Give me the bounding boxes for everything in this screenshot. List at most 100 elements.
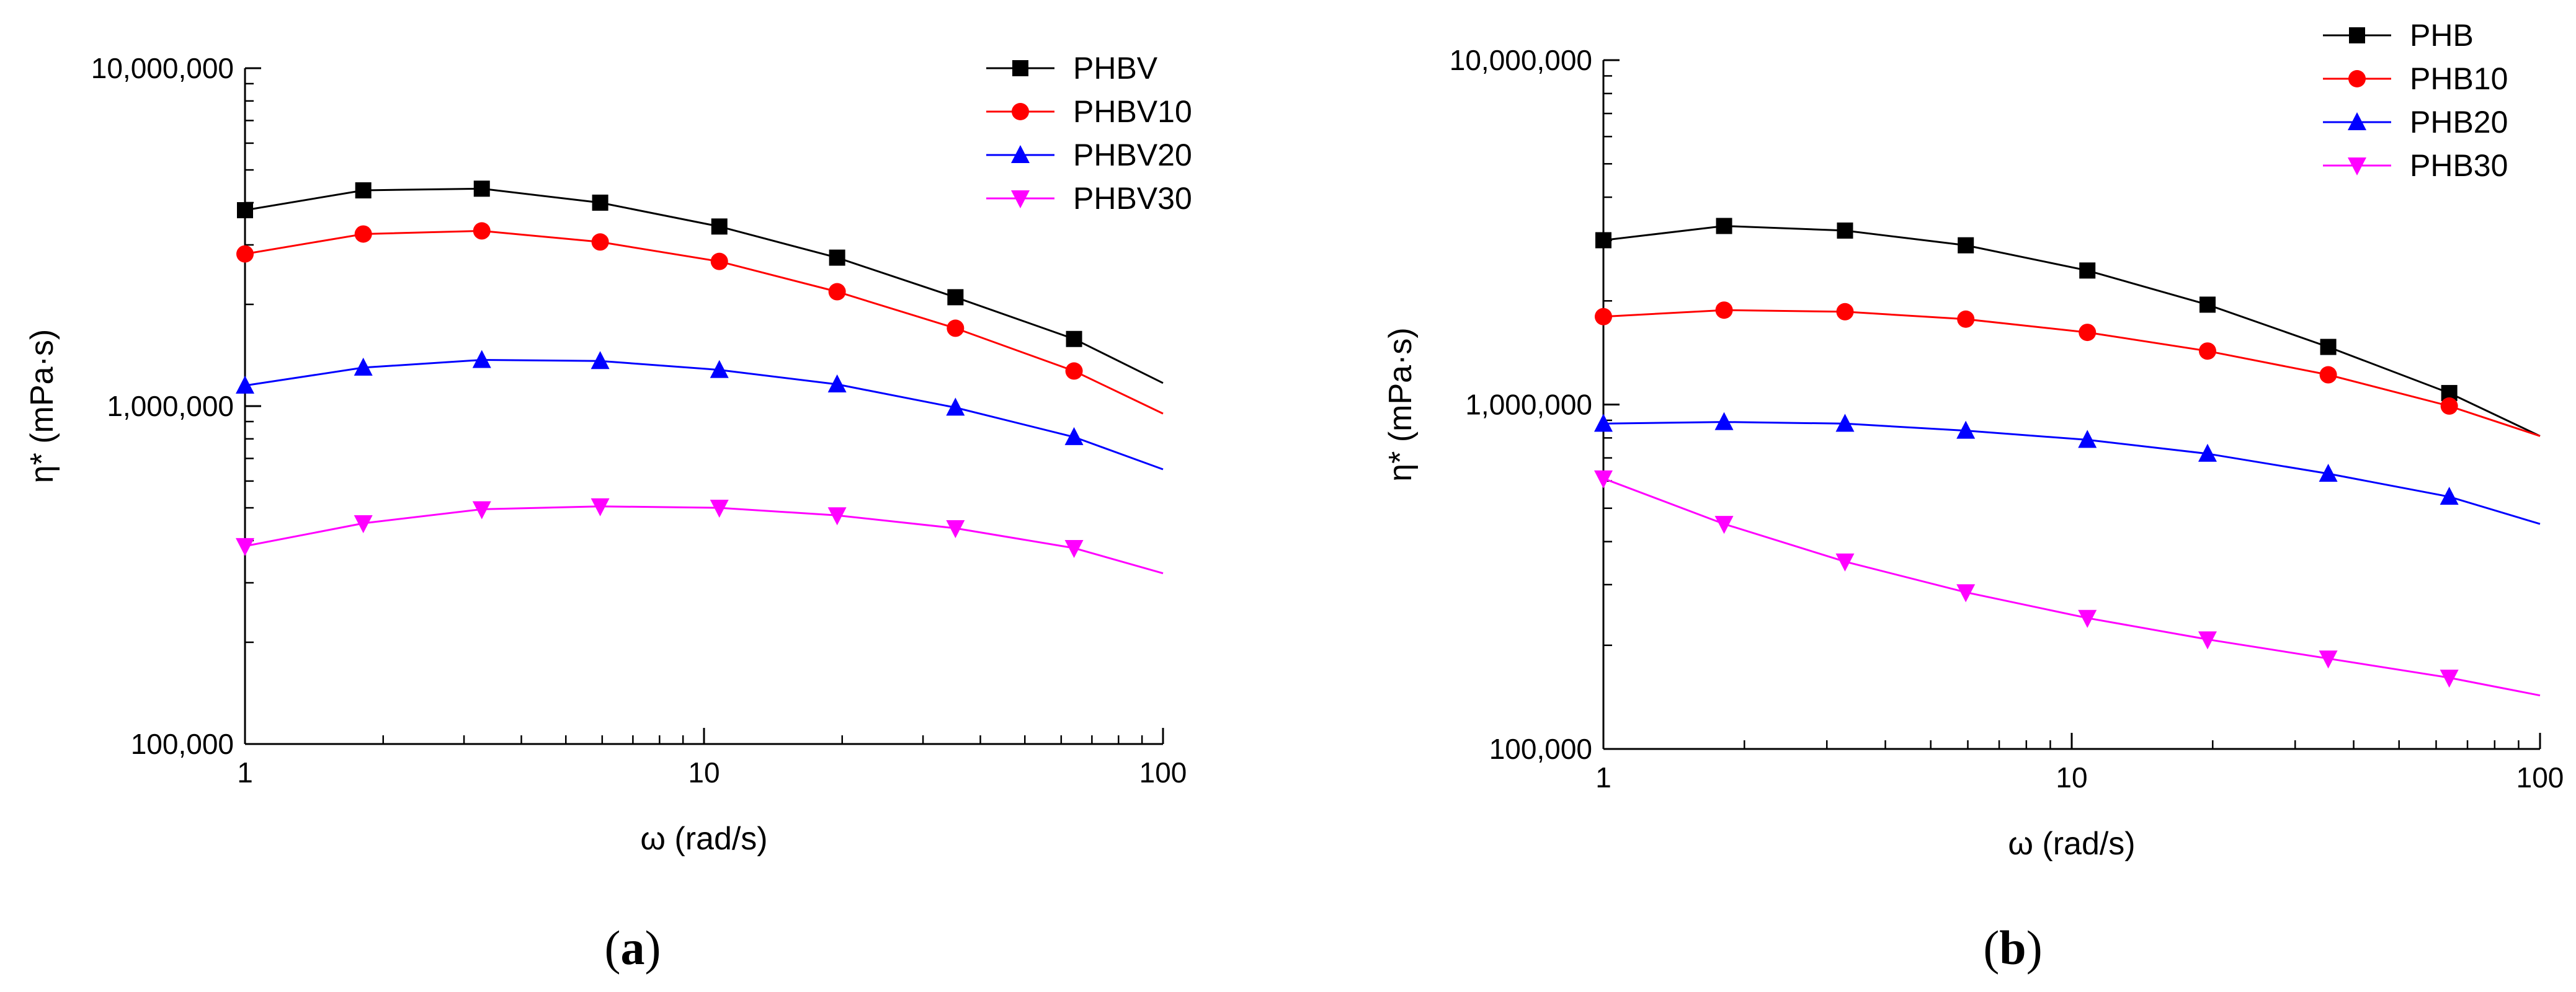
data-point-phbv10 [947,319,965,337]
series-phbv10 [236,222,1164,415]
data-point-phb30 [1714,516,1734,534]
legend-marker-phbv20 [1011,145,1030,163]
data-point-phb [1837,222,1853,239]
data-point-phbv20 [236,375,254,394]
data-point-phbv10 [710,252,728,270]
data-point-phb30 [1594,470,1613,489]
data-point-phb10 [1715,301,1733,319]
data-point-phbv30 [236,538,254,556]
data-point-phb10 [2440,397,2458,415]
data-point-phb20 [2078,430,2097,448]
legend-marker-phb [2349,27,2365,43]
data-point-phb30 [1835,553,1855,572]
data-point-phb [1595,232,1611,249]
y-axis-title: η* (mPa·s) [1383,327,1419,481]
data-point-phbv30 [710,500,729,518]
data-point-phb10 [1957,310,1975,328]
axes: 1 10 100 100,000 1,000,000 10,000,000 ω (rad/s… [24,52,1187,857]
x-tick-label: 10 [688,756,720,789]
data-point-phbv20 [1064,427,1084,445]
data-point-phbv30 [591,498,610,516]
data-point-phb30 [1956,584,1976,603]
legend-marker-phb20 [2348,112,2366,130]
data-point-phbv30 [472,501,491,520]
data-point-phbv [473,180,490,197]
data-point-phbv10 [1065,362,1083,380]
y-tick-label: 100,000 [1489,733,1592,765]
data-point-phb20 [1956,420,1976,439]
y-tick-label: 10,000,000 [1450,44,1592,76]
legend: PHB PHB10 PHB20 PHB30 [2323,18,2508,183]
legend-label-phbv10: PHBV10 [1073,94,1192,129]
legend: PHBV PHBV10 PHBV20 PHBV30 [986,51,1192,216]
legend-label-phbv30: PHBV30 [1073,181,1192,216]
data-point-phbv [592,194,608,211]
series-phb20 [1594,412,2541,525]
chart-panel-a: (a) 1 10 100 100,000 1,000,000 10,000,000 ω (r… [24,51,1192,975]
data-point-phbv30 [1064,540,1084,559]
y-tick-label: 10,000,000 [91,52,234,84]
data-point-phb30 [2198,631,2217,650]
data-point-phbv30 [946,520,965,539]
data-point-phb10 [2079,324,2097,342]
data-point-phbv10 [591,233,609,251]
data-point-phbv20 [710,360,729,378]
data-point-phbv20 [591,351,610,370]
axes: 1 10 100 100,000 1,000,000 10,000,000 ω (rad/s… [1383,44,2564,862]
x-axis-title: ω (rad/s) [640,821,767,857]
y-tick-label: 1,000,000 [1465,389,1592,421]
series-phbv [237,180,1164,384]
series-phbv30 [236,498,1164,575]
x-tick-label: 1 [237,756,253,789]
data-point-phb [1716,218,1732,234]
x-tick-label: 1 [1595,761,1611,794]
series-phbv20 [236,350,1164,471]
legend-marker-phbv10 [1012,103,1029,120]
series-line-phbv20 [244,358,1164,471]
data-point-phbv10 [236,245,254,263]
x-tick-label: 10 [2056,761,2087,794]
chart-panel-b: (b) 1 10 100 100,000 1,000,000 10,000,000 ω (r… [1383,18,2564,975]
legend-label-phb30: PHB30 [2410,148,2508,183]
data-point-phb10 [2319,366,2337,384]
series-phb30 [1594,470,2541,697]
legend-label-phbv20: PHBV20 [1073,138,1192,172]
data-point-phbv20 [827,374,847,392]
data-point-phbv [947,289,964,306]
x-tick-label: 100 [1139,756,1187,789]
data-point-phb [1958,237,1974,254]
data-point-phb10 [2198,342,2216,360]
series-line-phb30 [1603,477,2541,697]
x-axis-title: ω (rad/s) [2008,826,2135,862]
data-point-phb [2079,262,2096,279]
data-point-phb20 [1594,414,1613,432]
data-point-phbv10 [473,222,491,240]
data-point-phb30 [2078,609,2097,628]
y-tick-label: 100,000 [131,728,234,760]
data-point-phbv20 [472,350,491,368]
legend-marker-phb30 [2348,157,2366,175]
data-point-phb20 [2319,463,2338,482]
legend-label-phb: PHB [2410,18,2474,53]
data-point-phb30 [2319,650,2338,669]
y-tick-label: 1,000,000 [107,390,234,422]
data-point-phb20 [2198,443,2217,462]
data-point-phbv30 [354,515,373,533]
legend-label-phbv: PHBV [1073,51,1158,86]
data-point-phbv30 [827,507,847,526]
data-point-phb [2199,296,2216,313]
data-point-phbv20 [946,397,965,416]
legend-marker-phbv30 [1011,190,1030,208]
x-tick-label: 100 [2516,761,2564,794]
series-phb10 [1595,301,2541,437]
data-point-phbv [711,218,728,235]
panel-b-caption: (b) [1983,921,2042,975]
y-axis-title: η* (mPa·s) [24,329,60,483]
data-point-phb20 [1835,414,1855,432]
series-line-phb20 [1603,421,2541,525]
data-point-phb10 [1836,303,1854,321]
legend-label-phb10: PHB10 [2410,61,2508,96]
legend-marker-phbv [1012,60,1028,76]
series-line-phb10 [1603,309,2541,437]
